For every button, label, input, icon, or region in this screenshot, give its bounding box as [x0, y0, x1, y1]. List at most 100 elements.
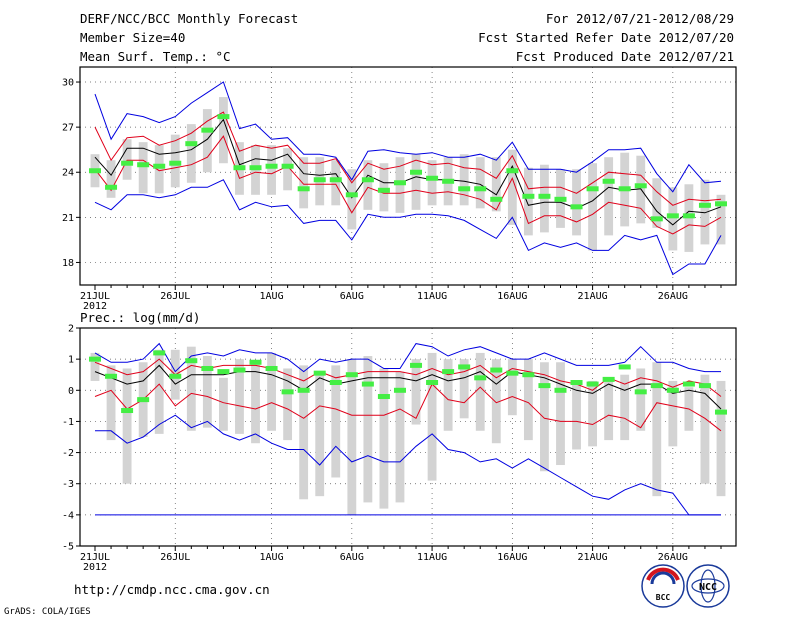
observed-marker — [393, 180, 406, 186]
spread-box — [106, 365, 116, 441]
spread-lower-line — [94, 135, 722, 235]
header-variable: Mean Surf. Temp.: °C — [80, 49, 231, 64]
x-tick-label: 11AUG — [417, 552, 447, 563]
y-tick-label: -4 — [62, 510, 74, 521]
ncc-logo-text: NCC — [699, 582, 717, 593]
header-period: For 2012/07/21-2012/08/29 — [546, 11, 734, 26]
observed-marker — [538, 383, 551, 389]
observed-marker — [602, 376, 615, 382]
observed-marker — [554, 387, 567, 393]
observed-marker — [153, 163, 166, 169]
observed-marker — [201, 365, 214, 371]
spread-box — [218, 377, 228, 431]
x-tick-label: 26AUG — [658, 291, 688, 302]
spread-box — [620, 374, 630, 441]
observed-marker — [249, 359, 262, 365]
spread-box — [283, 368, 293, 441]
x-tick-label: 6AUG — [340, 291, 364, 302]
observed-marker — [698, 383, 711, 389]
observed-marker — [201, 127, 214, 133]
spread-box — [347, 169, 357, 230]
header-start-date: Fcst Started Refer Date 2012/07/20 — [478, 30, 734, 45]
spread-box — [491, 359, 501, 444]
observed-marker — [185, 141, 198, 147]
observed-marker — [586, 186, 599, 192]
y-tick-label: 24 — [62, 168, 74, 179]
y-tick-label: 0 — [68, 386, 74, 397]
observed-marker — [233, 165, 246, 171]
y-tick-label: -5 — [62, 542, 74, 553]
header-member-size: Member Size=40 — [80, 30, 185, 45]
spread-box — [251, 362, 260, 444]
observed-marker — [490, 367, 503, 373]
observed-marker — [185, 358, 198, 364]
spread-box — [572, 169, 581, 236]
observed-marker — [538, 193, 551, 199]
observed-marker — [666, 387, 679, 393]
observed-marker — [522, 372, 535, 378]
spread-box — [475, 157, 485, 209]
bcc-logo: BCC — [641, 564, 685, 608]
x-tick-label: 26JUL — [160, 552, 190, 563]
spread-box — [700, 179, 710, 245]
observed-marker — [313, 370, 326, 376]
spread-box — [443, 359, 453, 431]
observed-marker — [682, 381, 695, 387]
bcc-logo-text: BCC — [656, 593, 671, 602]
observed-marker — [650, 216, 663, 222]
spread-box — [668, 380, 678, 447]
observed-marker — [265, 365, 278, 371]
observed-marker — [682, 213, 695, 219]
spread-box — [604, 380, 614, 441]
observed-marker — [345, 192, 358, 198]
observed-marker — [458, 186, 471, 192]
observed-marker — [217, 369, 230, 375]
spread-box — [636, 368, 646, 431]
observed-marker — [715, 409, 727, 415]
plot-frame — [79, 66, 737, 286]
observed-marker — [137, 162, 150, 168]
envelope-lower-line — [95, 414, 721, 516]
observed-marker — [474, 186, 487, 192]
observed-marker — [105, 373, 118, 379]
observed-marker — [715, 201, 727, 207]
spread-box — [395, 371, 405, 503]
x-tick-label: 21JUL — [80, 291, 110, 302]
spread-box — [491, 157, 501, 212]
x-tick-year: 2012 — [83, 301, 107, 312]
observed-marker — [377, 394, 390, 400]
observed-marker — [570, 380, 583, 385]
observed-marker — [121, 408, 134, 414]
x-tick-label: 16AUG — [497, 552, 527, 563]
observed-marker — [281, 389, 294, 395]
observed-marker — [169, 160, 182, 166]
observed-marker — [89, 168, 101, 174]
header-title: DERF/NCC/BCC Monthly Forecast — [80, 11, 298, 26]
spread-box — [363, 356, 373, 503]
observed-marker — [634, 389, 647, 395]
spread-box — [507, 149, 517, 225]
ncc-logo: NCC — [686, 564, 730, 608]
observed-marker — [490, 196, 503, 202]
y-tick-label: 1 — [68, 355, 74, 366]
spread-box — [90, 352, 100, 381]
spread-box — [267, 145, 276, 195]
y-tick-label: -3 — [62, 479, 74, 490]
observed-marker — [137, 397, 150, 403]
spread-box — [411, 359, 421, 425]
spread-box — [588, 380, 598, 447]
x-tick-label: 21AUG — [578, 552, 608, 563]
spread-upper-line — [94, 358, 722, 397]
ensemble-mean-line — [94, 118, 722, 226]
observed-marker — [506, 370, 519, 376]
spread-box — [315, 371, 325, 497]
y-tick-label: 30 — [62, 78, 74, 89]
observed-marker — [329, 380, 342, 385]
spread-box — [379, 163, 389, 212]
footer-url[interactable]: http://cmdp.ncc.cma.gov.cn — [74, 582, 270, 597]
x-tick-label: 21AUG — [578, 291, 608, 302]
observed-marker — [377, 187, 390, 193]
observed-marker — [506, 168, 519, 174]
observed-marker — [361, 381, 374, 387]
